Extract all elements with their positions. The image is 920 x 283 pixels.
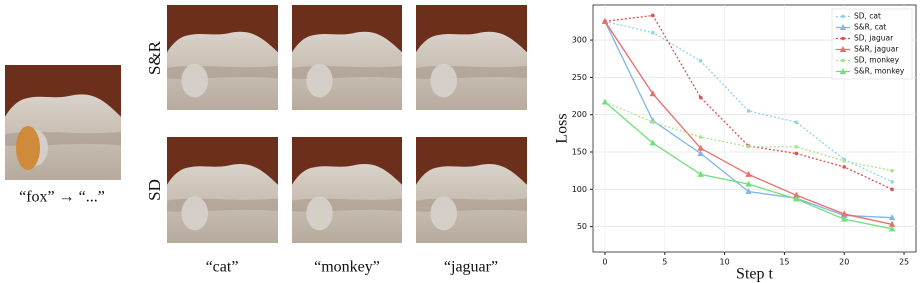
series-line — [604, 101, 893, 230]
marker — [649, 90, 657, 97]
marker — [651, 30, 655, 35]
y-axis-label: Loss — [554, 113, 571, 143]
chart: 50 100 150 200 250 300 0 5 10 15 20 25 Step t Loss SD,… — [554, 4, 917, 283]
x-tick-label: 15 — [779, 258, 789, 267]
marker — [698, 135, 703, 139]
source-image — [5, 65, 121, 180]
marker — [651, 120, 655, 124]
x-tick-label: 20 — [839, 258, 849, 267]
x-axis-label: Step t — [736, 266, 773, 283]
marker — [794, 120, 799, 124]
legend-label: S&R, jaguar — [854, 45, 899, 54]
marker — [745, 170, 752, 177]
marker — [890, 168, 894, 173]
y-tick-label: 100 — [572, 185, 587, 194]
column-label: “monkey” — [314, 259, 380, 276]
result-grid — [167, 5, 527, 243]
marker — [841, 215, 848, 222]
legend-box — [831, 8, 913, 80]
legend-marker — [841, 58, 845, 63]
legend-label: SD, jaguar — [854, 34, 894, 43]
marker — [698, 59, 703, 63]
x-tick-label: 5 — [662, 258, 667, 267]
legend-marker — [841, 14, 845, 19]
y-tick-label: 150 — [572, 148, 587, 157]
column-label: “cat” — [206, 259, 239, 276]
legend-marker — [839, 24, 847, 30]
marker — [601, 98, 609, 105]
marker — [651, 13, 655, 18]
legend-label: SD, cat — [854, 12, 881, 21]
marker — [888, 225, 896, 232]
legend-marker — [839, 68, 847, 74]
x-tick-label: 0 — [602, 258, 607, 267]
legend-label: SD, monkey — [854, 56, 900, 65]
marker — [697, 149, 704, 156]
marker — [888, 220, 896, 227]
y-tick-label: 200 — [572, 110, 587, 119]
row-label: S&R — [145, 40, 164, 75]
x-tick-label: 10 — [719, 258, 729, 267]
marker — [842, 159, 847, 163]
marker — [601, 17, 609, 24]
marker — [697, 170, 704, 177]
marker — [794, 151, 799, 156]
column-label: “jaguar” — [444, 259, 498, 276]
legend-label: S&R, cat — [854, 23, 886, 32]
marker — [697, 144, 704, 151]
marker — [842, 165, 847, 169]
marker — [745, 188, 752, 195]
marker — [745, 180, 752, 187]
marker — [890, 180, 894, 184]
y-tick-label: 300 — [572, 36, 587, 45]
legend-marker — [839, 46, 847, 52]
marker — [793, 191, 800, 198]
source-caption: “fox” → “...” — [19, 189, 105, 206]
y-tick-label: 250 — [572, 73, 587, 82]
marker — [649, 139, 657, 146]
marker — [794, 144, 799, 149]
legend-label: S&R, monkey — [854, 67, 905, 76]
marker — [698, 95, 703, 100]
marker — [793, 195, 800, 202]
row-label: SD — [145, 179, 164, 201]
marker — [890, 187, 894, 192]
marker — [746, 109, 751, 113]
marker — [746, 144, 751, 149]
marker — [888, 214, 896, 221]
y-tick-label: 50 — [577, 222, 587, 231]
legend-marker — [841, 36, 845, 41]
plot-area — [592, 4, 917, 253]
x-tick-label: 25 — [899, 258, 909, 267]
marker — [841, 210, 848, 217]
